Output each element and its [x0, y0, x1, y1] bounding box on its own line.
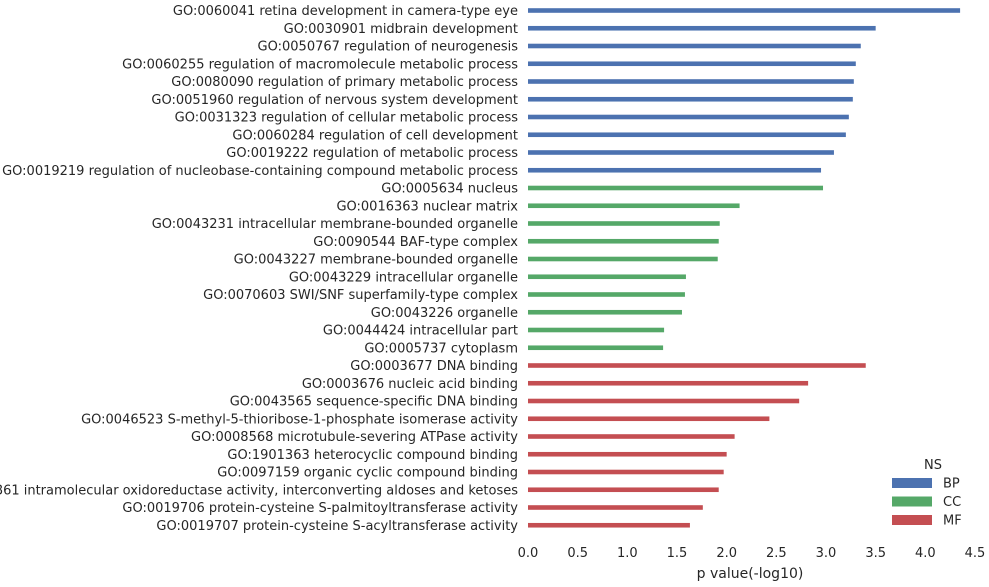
legend-swatch-mf: [892, 515, 932, 525]
y-tick-label: GO:0043227 membrane-bounded organelle: [234, 253, 518, 268]
bar-cc-8: [528, 327, 665, 333]
x-tick-label: 3.5: [865, 546, 886, 561]
y-tick-label: GO:0090544 BAF-type complex: [313, 235, 518, 250]
x-tick-label: 2.0: [716, 546, 737, 561]
bar-bp-9: [528, 167, 822, 173]
y-tick-label: GO:0030901 midbrain development: [284, 22, 518, 37]
bar-mf-5: [528, 451, 727, 457]
x-tick-label: 0.0: [518, 546, 539, 561]
bar-cc-0: [528, 185, 824, 191]
y-tick-label: GO:0060255 regulation of macromolecule m…: [122, 57, 518, 72]
legend-swatch-bp: [892, 478, 932, 488]
y-tick-label: GO:0080090 regulation of primary metabol…: [171, 75, 518, 90]
bar-cc-1: [528, 203, 740, 209]
x-tick-label: 4.0: [915, 546, 936, 561]
bar-mf-8: [528, 505, 703, 510]
y-tick-label: GO:1901363 heterocyclic compound binding: [227, 448, 518, 463]
legend-label-bp: BP: [943, 477, 960, 492]
legend-label-cc: CC: [943, 495, 961, 510]
y-tick-label: GO:0043229 intracellular organelle: [289, 270, 518, 285]
y-tick-label: GO:0008568 microtubule-severing ATPase a…: [191, 430, 518, 445]
bar-cc-7: [528, 309, 682, 315]
y-tick-label: GO:0070603 SWI/SNF superfamily-type comp…: [203, 288, 518, 303]
y-tick-label: GO:0043231 intracellular membrane-bounde…: [152, 217, 518, 232]
y-tick-label: GO:0005634 nucleus: [381, 182, 518, 197]
legend-entries: BP CC MF: [892, 477, 962, 529]
bar-mf-3: [528, 416, 770, 422]
y-tick-label: GO:0043565 sequence-specific DNA binding: [230, 395, 518, 410]
y-tick-label: GO:0043226 organelle: [371, 306, 518, 321]
bar-bp-2: [528, 43, 861, 49]
bar-bp-0: [528, 8, 961, 13]
x-tick-label: 0.5: [567, 546, 588, 561]
y-tick-label: GO:0019219 regulation of nucleobase-cont…: [2, 164, 518, 179]
bar-bp-6: [528, 114, 849, 120]
y-tick-label: GO:0005737 cytoplasm: [364, 341, 518, 356]
y-tick-label: GO:0016861 intramolecular oxidoreductase…: [0, 483, 518, 498]
x-tick-label: 1.0: [617, 546, 638, 561]
y-tick-labels: GO:0060041 retina development in camera-…: [0, 4, 518, 534]
bar-bp-7: [528, 132, 846, 138]
bar-cc-4: [528, 256, 718, 262]
legend-swatch-cc: [892, 496, 932, 507]
legend-title: NS: [924, 458, 942, 473]
x-axis-label: p value(-log10): [697, 566, 804, 582]
y-tick-label: GO:0097159 organic cyclic compound bindi…: [217, 466, 518, 481]
y-tick-label: GO:0003676 nucleic acid binding: [302, 377, 518, 392]
bar-cc-2: [528, 221, 720, 226]
x-tick-label: 1.5: [667, 546, 688, 561]
y-tick-label: GO:0019706 protein-cysteine S-palmitoylt…: [122, 501, 518, 516]
y-tick-label: GO:0016363 nuclear matrix: [336, 199, 518, 214]
bar-mf-7: [528, 487, 719, 493]
bars-layer: [528, 8, 961, 528]
bar-bp-3: [528, 61, 856, 67]
bar-cc-5: [528, 274, 686, 280]
bar-mf-2: [528, 398, 800, 404]
y-tick-label: GO:0046523 S-methyl-5-thioribose-1-phosp…: [81, 412, 518, 427]
bar-cc-6: [528, 292, 685, 297]
y-tick-label: GO:0060041 retina development in camera-…: [173, 4, 518, 19]
y-tick-label: GO:0019222 regulation of metabolic proce…: [226, 146, 518, 161]
bar-bp-5: [528, 96, 853, 102]
x-tick-label: 4.5: [965, 546, 986, 561]
x-tick-label: 2.5: [766, 546, 787, 561]
y-tick-label: GO:0003677 DNA binding: [350, 359, 518, 374]
y-tick-label: GO:0051960 regulation of nervous system …: [151, 93, 518, 108]
y-tick-label: GO:0044424 intracellular part: [323, 324, 518, 339]
y-tick-label: GO:0019707 protein-cysteine S-acyltransf…: [156, 519, 518, 534]
bar-mf-9: [528, 522, 690, 528]
bar-mf-4: [528, 434, 735, 439]
y-tick-label: GO:0060284 regulation of cell developmen…: [232, 128, 518, 143]
x-tick-labels: 0.0 0.5 1.0 1.5 2.0 2.5 3.0 3.5 4.0 4.5: [518, 546, 986, 561]
bar-bp-1: [528, 25, 876, 31]
bar-bp-4: [528, 79, 854, 84]
bar-bp-8: [528, 150, 834, 155]
y-tick-label: GO:0031323 regulation of cellular metabo…: [175, 111, 519, 126]
bar-cc-9: [528, 345, 664, 351]
legend: NS BP CC MF: [892, 458, 962, 529]
bar-mf-6: [528, 469, 724, 475]
legend-label-mf: MF: [943, 514, 962, 529]
bar-mf-0: [528, 363, 866, 368]
bar-mf-1: [528, 380, 809, 386]
x-tick-label: 3.0: [816, 546, 837, 561]
y-tick-label: GO:0050767 regulation of neurogenesis: [258, 40, 519, 55]
bar-cc-3: [528, 238, 719, 244]
